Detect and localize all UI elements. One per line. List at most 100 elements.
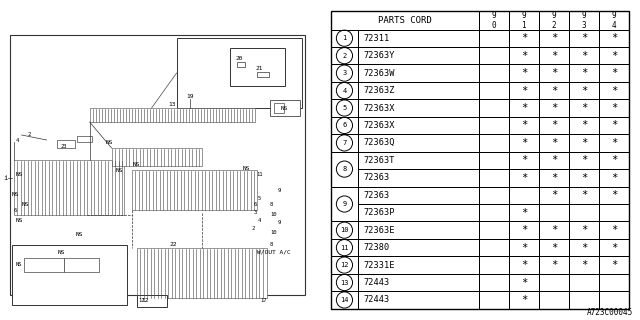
Text: NS: NS [16, 218, 23, 222]
Bar [569, 47, 599, 64]
Text: *: * [611, 103, 617, 113]
Bar [479, 204, 509, 221]
Text: *: * [611, 120, 617, 131]
Bar [569, 169, 599, 187]
Text: NS: NS [133, 163, 140, 167]
Bar [479, 99, 509, 117]
Text: *: * [580, 156, 587, 165]
Bar [599, 221, 628, 239]
Bar [509, 204, 539, 221]
Text: 72363Y: 72363Y [364, 51, 395, 60]
Text: *: * [521, 208, 527, 218]
Bar [569, 291, 599, 309]
Bar [509, 256, 539, 274]
Bar [539, 291, 569, 309]
Bar [10, 35, 305, 295]
Text: 9
0: 9 0 [492, 11, 496, 30]
Bar [257, 72, 269, 77]
Text: 9: 9 [278, 188, 281, 193]
Bar [509, 134, 539, 152]
Text: 72363X: 72363X [364, 104, 395, 113]
Bar [479, 117, 509, 134]
Text: 8: 8 [342, 166, 347, 172]
Text: *: * [611, 243, 617, 252]
Bar [237, 62, 244, 67]
Bar [136, 295, 166, 307]
Bar [479, 47, 509, 64]
Bar [12, 245, 127, 305]
Text: 5: 5 [342, 105, 347, 111]
Bar [539, 152, 569, 169]
Bar [599, 99, 628, 117]
Text: *: * [580, 225, 587, 235]
Bar [539, 169, 569, 187]
Text: 72443: 72443 [364, 295, 390, 305]
Text: 8: 8 [270, 243, 273, 247]
Text: *: * [521, 138, 527, 148]
Bar [332, 187, 358, 221]
Bar [599, 11, 628, 29]
Text: 14: 14 [340, 297, 349, 303]
Text: 7: 7 [342, 140, 347, 146]
Bar [569, 11, 599, 29]
Bar [332, 274, 358, 291]
Text: *: * [611, 68, 617, 78]
Text: *: * [611, 260, 617, 270]
Text: 3: 3 [254, 210, 257, 214]
Text: *: * [521, 295, 527, 305]
Text: 4: 4 [15, 138, 19, 142]
Bar [132, 170, 257, 210]
Bar [599, 47, 628, 64]
Bar [111, 148, 202, 166]
Bar [63, 258, 99, 272]
Bar [539, 274, 569, 291]
Bar [509, 169, 539, 187]
Bar [274, 103, 284, 113]
Text: 5: 5 [258, 196, 261, 201]
Bar [479, 221, 509, 239]
Text: 9: 9 [278, 220, 281, 225]
Text: 72363Z: 72363Z [364, 86, 395, 95]
Text: *: * [521, 277, 527, 288]
Bar [509, 99, 539, 117]
Bar [539, 256, 569, 274]
Bar [539, 239, 569, 256]
Text: 20: 20 [236, 55, 243, 60]
Bar [332, 82, 358, 99]
Text: 9
1: 9 1 [522, 11, 526, 30]
Bar [332, 11, 479, 29]
Bar [332, 47, 358, 64]
Bar [358, 239, 479, 256]
Bar [24, 258, 63, 272]
Text: 4: 4 [258, 218, 261, 222]
Text: i: i [4, 175, 8, 181]
Text: *: * [551, 260, 557, 270]
Text: 72331E: 72331E [364, 260, 395, 269]
Text: 1: 1 [342, 35, 347, 41]
Text: *: * [521, 103, 527, 113]
Text: *: * [611, 51, 617, 61]
Text: 12: 12 [141, 299, 149, 303]
Text: *: * [521, 260, 527, 270]
Bar [539, 221, 569, 239]
Bar [539, 117, 569, 134]
Bar [358, 204, 479, 221]
Text: 72363: 72363 [364, 191, 390, 200]
Text: NS: NS [106, 140, 113, 146]
Bar [479, 134, 509, 152]
Bar [569, 99, 599, 117]
Bar [599, 291, 628, 309]
Bar [332, 239, 358, 256]
Bar [358, 221, 479, 239]
Bar [90, 108, 255, 122]
Bar [479, 239, 509, 256]
Text: *: * [580, 138, 587, 148]
Text: *: * [551, 33, 557, 43]
Bar [599, 117, 628, 134]
Text: *: * [611, 173, 617, 183]
Bar [509, 47, 539, 64]
Bar [569, 204, 599, 221]
Bar [358, 64, 479, 82]
Text: 6: 6 [14, 207, 17, 212]
Text: 6: 6 [342, 123, 347, 128]
